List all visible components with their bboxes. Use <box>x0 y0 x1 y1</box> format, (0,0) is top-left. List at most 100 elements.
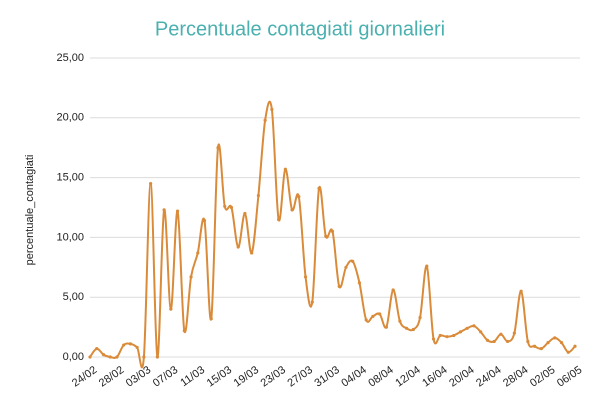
x-tick-label: 19/03 <box>232 364 261 390</box>
point <box>559 341 564 345</box>
point <box>270 107 274 112</box>
x-tick-label: 07/03 <box>151 364 180 390</box>
point <box>452 333 456 338</box>
point <box>283 167 287 171</box>
point <box>175 209 180 213</box>
point <box>431 337 436 341</box>
point <box>411 327 415 332</box>
point <box>108 355 112 359</box>
point <box>445 335 449 339</box>
line <box>89 100 576 369</box>
point <box>196 251 200 255</box>
x-tick-label: 23/03 <box>259 364 288 390</box>
point <box>155 355 159 359</box>
point <box>310 300 314 304</box>
point <box>189 275 193 279</box>
point <box>364 318 368 322</box>
point <box>371 314 375 318</box>
x-tick-label: 06/05 <box>555 364 584 390</box>
point <box>458 330 463 334</box>
point <box>243 211 247 216</box>
x-tick-label: 08/04 <box>366 364 395 390</box>
point <box>324 234 328 238</box>
point <box>277 217 281 222</box>
point <box>553 336 557 340</box>
point <box>162 208 166 212</box>
y-tick-label: 5,00 <box>63 291 84 303</box>
point <box>566 350 570 354</box>
point <box>95 347 99 351</box>
point <box>297 195 301 199</box>
point <box>506 339 510 344</box>
x-tick-label: 24/02 <box>70 364 99 390</box>
point <box>330 229 335 234</box>
point <box>101 353 106 357</box>
point <box>182 329 186 333</box>
point <box>357 281 362 285</box>
x-tick-label: 27/03 <box>286 364 315 390</box>
point <box>438 333 442 338</box>
point <box>317 186 321 190</box>
point <box>425 264 429 268</box>
x-tick-label: 20/04 <box>447 364 476 390</box>
point <box>573 344 577 348</box>
x-tick-label: 31/03 <box>312 364 341 390</box>
point <box>128 342 133 346</box>
point <box>351 259 355 263</box>
point <box>512 331 516 335</box>
point <box>169 307 173 311</box>
point <box>202 219 207 223</box>
x-tick-label: 15/03 <box>205 364 234 390</box>
point <box>465 326 469 330</box>
point <box>391 288 395 292</box>
point <box>546 341 550 345</box>
y-tick-label: 20,00 <box>56 112 84 124</box>
point <box>149 181 153 186</box>
point <box>115 355 119 359</box>
point <box>135 345 139 350</box>
point <box>539 347 543 351</box>
x-tick-label: 28/02 <box>97 364 126 390</box>
point <box>216 146 220 150</box>
y-tick-label: 0,00 <box>63 351 84 363</box>
point <box>526 339 530 344</box>
point <box>236 245 240 249</box>
point <box>479 330 483 334</box>
point <box>209 317 213 321</box>
point <box>492 339 496 344</box>
x-tick-label: 24/04 <box>474 364 503 390</box>
chart-title: Percentuale contagiati giornalieri <box>155 18 445 40</box>
point <box>378 312 382 316</box>
point <box>485 338 490 342</box>
point <box>404 326 409 330</box>
point <box>499 332 503 336</box>
point <box>250 251 254 255</box>
y-tick-label: 10,00 <box>56 231 84 243</box>
point <box>398 319 402 323</box>
x-tick-label: 02/05 <box>528 364 557 390</box>
y-tick-label: 25,00 <box>56 52 84 64</box>
point <box>418 315 422 320</box>
x-tick-label: 04/04 <box>339 364 368 390</box>
point <box>256 193 261 198</box>
point <box>337 284 341 289</box>
point <box>290 208 294 212</box>
point <box>519 289 523 293</box>
point <box>532 344 537 348</box>
point <box>142 355 146 359</box>
y-axis-label: percentuale_contagiati <box>24 155 36 266</box>
point <box>122 343 126 347</box>
point <box>88 355 92 359</box>
point <box>263 118 267 122</box>
x-tick-label: 16/04 <box>420 364 449 390</box>
x-tick-label: 11/03 <box>178 364 207 389</box>
x-tick-label: 12/04 <box>393 364 422 390</box>
point <box>472 324 476 328</box>
x-tick-label: 03/03 <box>124 364 153 390</box>
point <box>384 325 388 329</box>
point <box>223 204 227 208</box>
y-tick-label: 15,00 <box>56 172 84 184</box>
point <box>344 265 348 269</box>
x-tick-label: 28/04 <box>501 364 530 390</box>
